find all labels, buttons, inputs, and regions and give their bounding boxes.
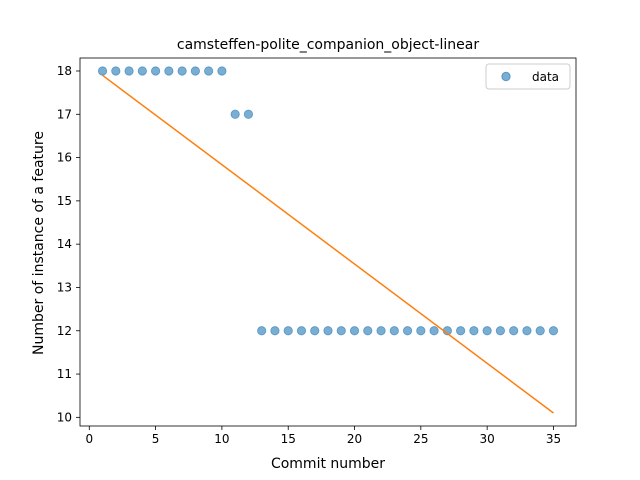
plot-frame (79, 57, 577, 427)
legend-marker (501, 71, 511, 82)
data-point (482, 326, 492, 336)
y-tick-label: 14 (57, 237, 72, 251)
plot-area: 0 5 10 15 20 25 30 35 10 11 12 13 14 15 16 17 18 data (57, 57, 577, 446)
y-tick-label: 17 (57, 107, 72, 121)
data-point (376, 326, 386, 336)
data-point (217, 66, 227, 76)
x-tick-label: 35 (546, 432, 561, 446)
x-tick-label: 25 (413, 432, 428, 446)
x-axis-label: Commit number (271, 456, 385, 472)
y-tick-label: 13 (57, 280, 72, 294)
data-point (230, 109, 240, 119)
data-point (283, 326, 293, 336)
x-tick-label: 30 (480, 432, 495, 446)
legend-box (485, 63, 571, 90)
data-point (124, 66, 134, 76)
data-point (535, 326, 545, 336)
x-tick-label: 5 (152, 432, 160, 446)
data-point (296, 326, 307, 336)
data-point (164, 66, 174, 76)
data-point (336, 326, 346, 336)
data-point (137, 66, 147, 76)
data-point (257, 326, 267, 336)
data-point (509, 326, 519, 336)
data-point (190, 66, 200, 76)
data-point (416, 326, 426, 336)
data-point (177, 66, 187, 76)
data-point (495, 326, 506, 336)
data-point (389, 326, 399, 336)
data-point (349, 326, 360, 336)
data-point (429, 326, 439, 336)
x-tick-label: 20 (347, 432, 362, 446)
data-point (150, 66, 161, 76)
data-point (363, 326, 373, 336)
x-tick-label: 0 (85, 432, 93, 446)
y-axis-label: Number of instance of a feature (31, 131, 47, 355)
chart-title: camsteffen-polite_companion_object-linea… (177, 37, 479, 53)
y-tick-label: 11 (57, 367, 72, 381)
data-point (310, 326, 320, 336)
data-point (522, 326, 532, 336)
data-point (243, 109, 254, 119)
data-point (97, 66, 108, 76)
data-point (402, 326, 413, 336)
x-tick-label: 10 (214, 432, 229, 446)
x-tick-label: 15 (281, 432, 296, 446)
y-tick-label: 10 (57, 410, 72, 424)
data-point (323, 326, 333, 336)
data-point (111, 66, 121, 76)
y-tick-label: 16 (57, 151, 72, 165)
legend-label: data (532, 70, 559, 84)
y-tick-label: 12 (57, 324, 72, 338)
data-point (456, 326, 466, 336)
data-point (270, 326, 280, 336)
data-point (548, 326, 559, 336)
y-tick-label: 15 (57, 194, 72, 208)
y-tick-label: 18 (57, 64, 72, 78)
data-point (204, 66, 214, 76)
data-point (469, 326, 479, 336)
fit-line (102, 74, 554, 414)
